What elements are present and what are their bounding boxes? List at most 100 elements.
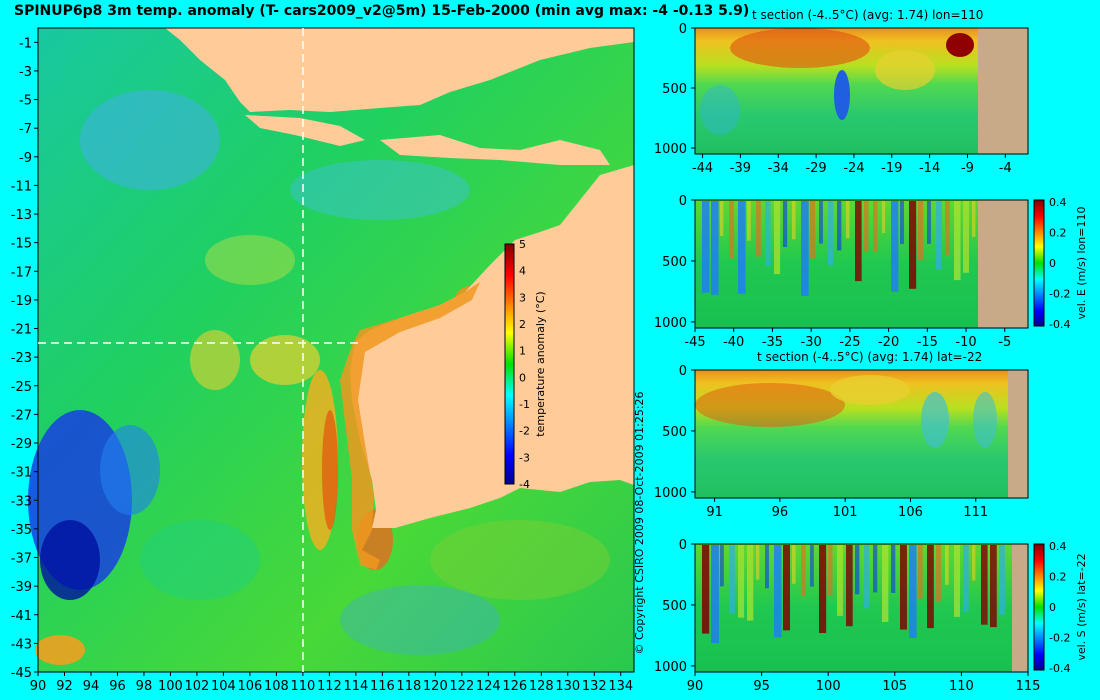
map-y-tick-label: -31	[11, 466, 32, 481]
velocity-stripe	[963, 201, 970, 273]
velocity-stripe	[981, 545, 988, 625]
velocity-stripe	[765, 545, 769, 589]
map-y-tick-label: -5	[19, 94, 32, 109]
map-y-tick-label: -45	[11, 666, 32, 681]
velocity-stripe	[702, 545, 710, 634]
velocity-stripe	[819, 545, 827, 634]
velocity-stripe	[792, 201, 796, 240]
velocity-stripe	[711, 545, 719, 644]
section-x-tick-label: 90	[687, 679, 704, 694]
velocity-stripe	[990, 545, 997, 628]
velocity-stripe	[882, 545, 889, 622]
map-x-tick-label: 108	[264, 679, 289, 694]
copyright-text: © Copyright CSIRO 2009 08-Oct-2009 01:25…	[633, 391, 646, 654]
panel-3-title: t section (-4..5°C) (avg: 1.74) lat=-22	[757, 350, 983, 364]
velocity-stripe	[720, 545, 724, 587]
map-colorbar: 5 4 3 2 1 0 -1 -2 -3 -4 temperature anomaly (°C)	[504, 238, 547, 491]
velocity-stripe	[783, 545, 790, 631]
map-x-tick-label: 114	[343, 679, 368, 694]
map-blobs	[28, 90, 610, 665]
section-x-tick-label: 110	[949, 679, 974, 694]
map-x-tick-label: 90	[30, 679, 47, 694]
velocity-stripe	[873, 201, 878, 252]
velocity-stripe	[972, 545, 976, 581]
map-colorbar-tick-label: -2	[519, 425, 530, 438]
map-x-tick-label: 134	[608, 679, 633, 694]
velocity-stripe	[945, 545, 949, 585]
colorbar-tick-label: -0.2	[1049, 632, 1070, 645]
map-y-tick-label: -43	[11, 637, 32, 652]
velocity-stripe	[936, 545, 941, 602]
velocity-stripe	[963, 545, 969, 612]
velocity-stripe	[900, 545, 907, 630]
colorbar-tick-label: -0.4	[1049, 662, 1070, 675]
map-y-tick-label: -39	[11, 580, 32, 595]
velocity-stripe	[792, 545, 796, 584]
section-x-tick-label: 105	[882, 679, 907, 694]
section-y-tick-label: 500	[662, 82, 687, 97]
map-y-tick-label: -1	[19, 36, 32, 51]
section-x-tick-label: 95	[753, 679, 770, 694]
velocity-stripe	[828, 545, 833, 596]
velocity-stripe	[891, 545, 896, 593]
map-y-tick-label: -3	[19, 65, 32, 80]
map-x-tick-label: 98	[136, 679, 153, 694]
colorbar-tick-label: 0	[1049, 601, 1056, 614]
velocity-stripe	[999, 545, 1005, 615]
map-y-tick-label: -41	[11, 609, 32, 624]
velocity-stripe	[864, 545, 870, 609]
map-x-tick-label: 118	[396, 679, 421, 694]
velocity-stripe	[756, 201, 761, 257]
section-x-tick-label: -10	[955, 335, 976, 350]
map-colorbar-tick-label: 5	[519, 238, 526, 251]
map-x-tick-label: 102	[185, 679, 210, 694]
velocity-stripe	[909, 201, 917, 289]
velocity-stripe	[846, 201, 850, 239]
map-y-tick-label: -11	[11, 179, 32, 194]
svg-text:vel. E (m/s) lon=110: vel. E (m/s) lon=110	[1075, 207, 1088, 320]
map-x-tick-label: 122	[449, 679, 474, 694]
velocity-stripe	[909, 545, 917, 638]
velocity-stripe	[927, 545, 934, 629]
velocity-stripe	[801, 201, 809, 296]
map-y-tick-label: -25	[11, 380, 32, 395]
svg-text:vel. S (m/s) lat=-22: vel. S (m/s) lat=-22	[1075, 553, 1088, 660]
panel-2-land	[978, 200, 1028, 328]
velocity-stripe	[918, 201, 924, 261]
section-y-tick-label: 0	[679, 194, 687, 209]
map-y-tick-label: -21	[11, 323, 32, 338]
section-y-tick-label: 500	[662, 255, 687, 270]
map-x-ticks: 90 92 94 96 98 100 102 104 106 108 110 112 114 116 118…	[30, 672, 633, 694]
section-x-tick-label: -29	[805, 161, 826, 176]
section-x-tick-label: -14	[919, 161, 940, 176]
section-x-tick-label: -25	[839, 335, 860, 350]
velocity-stripe	[972, 201, 976, 237]
map-frame	[37, 27, 635, 673]
section-y-tick-label: 1000	[654, 660, 687, 675]
section-x-tick-label: -4	[999, 161, 1012, 176]
map-x-tick-label: 110	[290, 679, 315, 694]
map-colorbar-ticks: 5 4 3 2 1 0 -1 -2 -3 -4	[519, 238, 530, 491]
panel-1-land	[978, 28, 1028, 154]
map-x-tick-label: 132	[582, 679, 607, 694]
velocity-stripe	[954, 201, 961, 281]
map-x-tick-label: 128	[529, 679, 554, 694]
section-x-tick-label: -19	[881, 161, 902, 176]
section-x-tick-label: -44	[692, 161, 713, 176]
section-x-tick-label: -15	[917, 335, 938, 350]
t-section-lon110-panel	[694, 27, 1029, 155]
map-y-tick-label: -15	[11, 237, 32, 252]
colorbar-tick-label: -0.4	[1049, 318, 1070, 331]
velocity-stripe	[810, 545, 814, 587]
velocity-stripe	[702, 201, 710, 293]
section-y-tick-label: 1000	[654, 142, 687, 157]
velocity-stripe	[729, 201, 734, 259]
velocity-stripe	[711, 201, 719, 295]
vel-e-colorbar: 0.4 0.2 0 -0.2 -0.4 vel. E (m/s) lon=110	[1033, 196, 1088, 331]
map-y-tick-label: -19	[11, 294, 32, 309]
map-x-tick-label: 106	[237, 679, 262, 694]
colorbar-tick-label: 0.4	[1049, 540, 1067, 553]
velocity-stripe	[801, 545, 806, 597]
panel-4-stripes	[702, 545, 1005, 644]
vel-s-colorbar: 0.4 0.2 0 -0.2 -0.4 vel. S (m/s) lat=-22	[1033, 540, 1088, 675]
